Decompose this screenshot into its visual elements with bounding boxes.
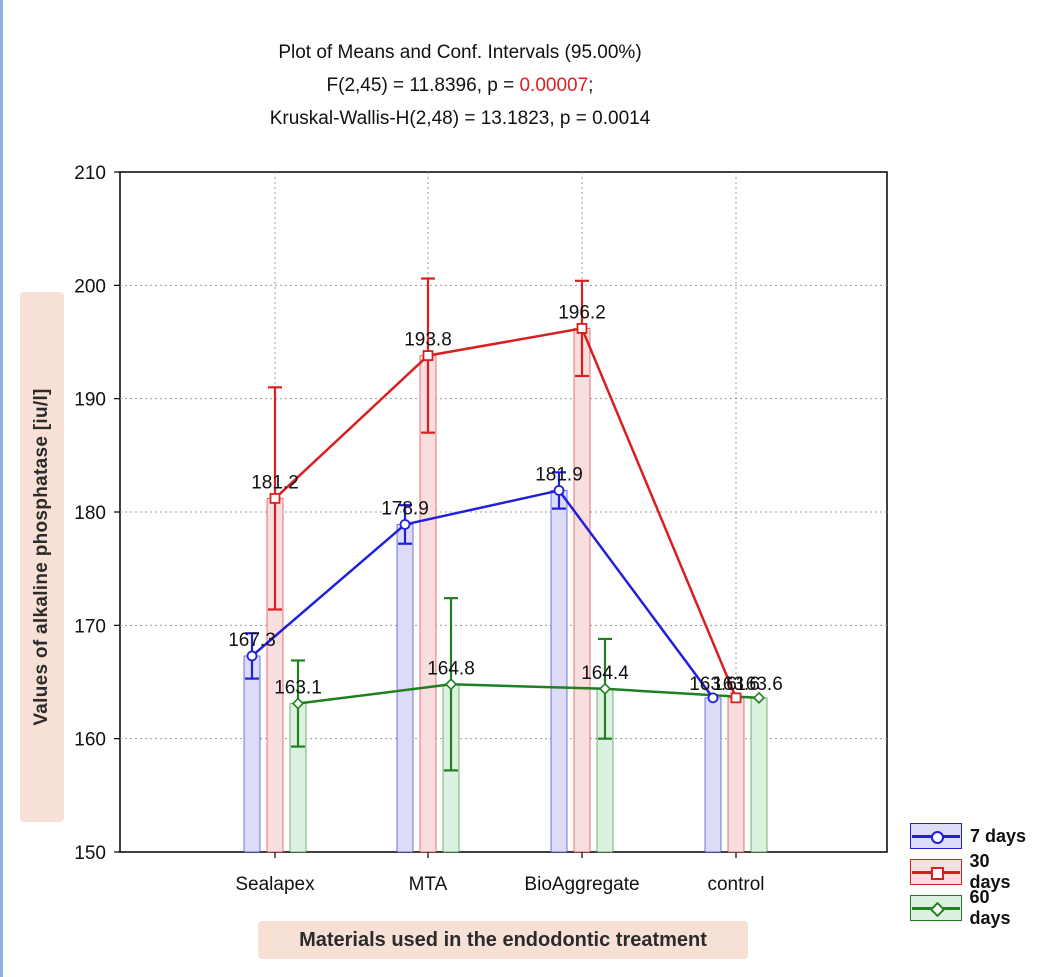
bar-30-days bbox=[727, 697, 745, 853]
data-label: 181.2 bbox=[251, 472, 299, 493]
x-tick-label: Sealapex bbox=[235, 874, 315, 895]
legend-label-60-days: 60 days bbox=[969, 887, 1011, 928]
bar-7-days bbox=[243, 655, 261, 853]
data-label: 163.6 bbox=[735, 674, 783, 695]
y-tick-label: 210 bbox=[74, 163, 106, 184]
x-axis-label: Materials used in the endodontic treatme… bbox=[299, 929, 707, 951]
point-7-days bbox=[246, 650, 258, 662]
legend-item-30-days: 30 days bbox=[910, 851, 1035, 892]
anova-suffix: ; bbox=[588, 75, 594, 96]
legend-swatch-7-days bbox=[910, 823, 962, 849]
legend-swatch-60-days bbox=[910, 895, 962, 921]
data-label: 196.2 bbox=[558, 302, 606, 323]
y-tick-label: 160 bbox=[74, 730, 106, 751]
series-line-60-days bbox=[297, 683, 760, 705]
point-30-days bbox=[730, 692, 742, 704]
anova-prefix: F(2,45) = 11.8396, p = bbox=[326, 75, 520, 96]
data-label: 178.9 bbox=[381, 498, 429, 519]
bar-30-days bbox=[573, 327, 591, 853]
legend-item-60-days: 60 days bbox=[910, 887, 1035, 928]
y-axis-label-background bbox=[20, 292, 64, 822]
legend-label-30-days: 30 days bbox=[969, 851, 1011, 892]
point-30-days bbox=[422, 350, 434, 362]
legend-item-7-days: 7 days bbox=[910, 818, 1035, 854]
data-label: 167.3 bbox=[228, 630, 276, 651]
legend-label-7-days: 7 days bbox=[970, 825, 1027, 846]
data-label: 163.1 bbox=[274, 678, 322, 699]
legend: 7 days 30 days 60 days bbox=[910, 818, 1035, 928]
data-label: 164.4 bbox=[581, 663, 629, 684]
x-tick-label: MTA bbox=[409, 874, 448, 895]
anova-statistic: F(2,45) = 11.8396, p = 0.00007; bbox=[140, 69, 780, 102]
kruskal-wallis-statistic: Kruskal-Wallis-H(2,48) = 13.1823, p = 0.… bbox=[269, 108, 651, 129]
point-60-days bbox=[444, 678, 458, 691]
chart-title: Plot of Means and Conf. Intervals (95.00… bbox=[278, 42, 642, 63]
window-edge bbox=[0, 0, 3, 977]
series-line-7-days bbox=[251, 489, 715, 699]
point-30-days bbox=[269, 492, 281, 504]
x-tick-label: control bbox=[707, 874, 764, 895]
point-7-days bbox=[707, 692, 719, 704]
y-tick-label: 190 bbox=[74, 390, 106, 411]
point-60-days bbox=[752, 691, 766, 704]
data-label: 181.9 bbox=[535, 464, 583, 485]
data-label: 163.6 bbox=[689, 674, 737, 695]
x-tick-label: BioAggregate bbox=[524, 874, 639, 895]
series-line-30-days bbox=[274, 326, 738, 699]
point-60-days bbox=[291, 697, 305, 710]
point-7-days bbox=[399, 519, 411, 530]
x-axis-label-background bbox=[258, 921, 748, 959]
anova-p-value: 0.00007 bbox=[519, 75, 589, 96]
bar-60-days bbox=[750, 697, 768, 853]
y-tick-label: 180 bbox=[74, 503, 106, 524]
bar-7-days bbox=[704, 697, 722, 853]
bar-7-days bbox=[550, 489, 568, 853]
data-label: 163.6 bbox=[712, 674, 760, 695]
y-tick-label: 200 bbox=[74, 276, 106, 297]
data-label: 164.8 bbox=[427, 658, 475, 679]
chart-title-block: Plot of Means and Conf. Intervals (95.00… bbox=[140, 36, 780, 135]
y-tick-label: 150 bbox=[74, 843, 106, 864]
data-label: 193.8 bbox=[404, 330, 452, 351]
point-30-days bbox=[576, 322, 588, 334]
legend-swatch-30-days bbox=[910, 859, 962, 885]
point-60-days bbox=[598, 682, 612, 695]
y-tick-label: 170 bbox=[74, 616, 106, 637]
point-7-days bbox=[553, 485, 565, 496]
